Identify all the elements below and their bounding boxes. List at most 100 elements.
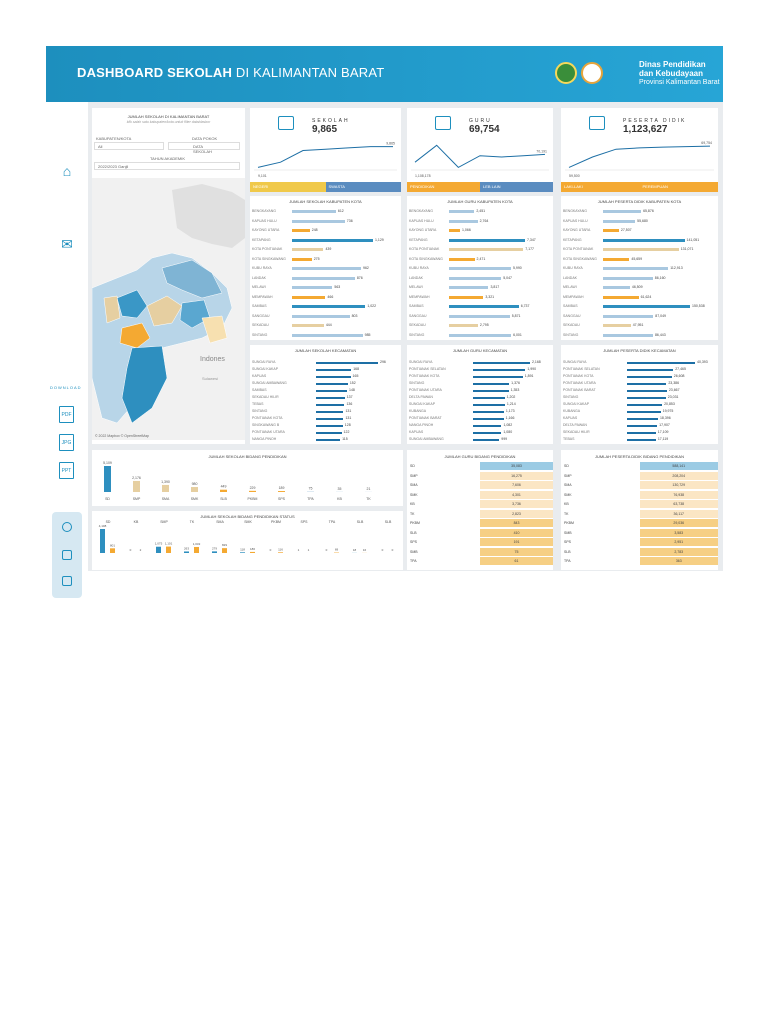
pdf-download-button[interactable]: PDF: [59, 406, 74, 423]
bar-row[interactable]: LANDAK 86,160: [561, 275, 718, 283]
bar-row[interactable]: SINTANG 6,001: [407, 332, 553, 340]
bar-row[interactable]: TEBAS 136: [250, 401, 401, 409]
bar-row[interactable]: PONTIANAK UTARA 1,353: [407, 387, 553, 395]
table-row[interactable]: SLB 410: [407, 528, 553, 537]
table-row[interactable]: SPS 191: [407, 538, 553, 546]
bar-row[interactable]: SINTANG 86,443: [561, 332, 718, 340]
bar-row[interactable]: SANGGAU 803: [250, 313, 401, 321]
table-row[interactable]: SMP 208,204: [561, 471, 718, 480]
table-row[interactable]: SMK 4,301: [407, 490, 553, 499]
bar-row[interactable]: KOTA SINGKAWANG 45,659: [561, 256, 718, 264]
ppt-download-button[interactable]: PPT: [59, 462, 74, 479]
table-row[interactable]: SMK 76,938: [561, 490, 718, 499]
bar-row[interactable]: SAMBAS 148: [250, 387, 401, 395]
mail-icon[interactable]: [62, 576, 72, 586]
bar-row[interactable]: PONTIANAK BARAT 23,667: [561, 387, 718, 395]
bar-row[interactable]: KAPUAS HULU 55,680: [561, 218, 718, 226]
bar-row[interactable]: MELAWI 46,509: [561, 284, 718, 292]
map-icon[interactable]: ✉: [61, 236, 73, 252]
bar-row[interactable]: SAMBAS 150,538: [561, 303, 718, 311]
bar-row[interactable]: SUNGAI AMBAWANG 999: [407, 436, 553, 444]
table-row[interactable]: SMA 130,729: [561, 481, 718, 489]
bar-row[interactable]: BENGKAYANG 2,451: [407, 208, 553, 216]
bar-row[interactable]: SEKADAU HILIR 17,109: [561, 429, 718, 437]
bar-row[interactable]: KOTA PONTIANAK 439: [250, 246, 401, 254]
table-row[interactable]: SMB 75: [407, 547, 553, 556]
table-row[interactable]: SMB 3,583: [561, 528, 718, 537]
bar-row[interactable]: PONTIANAK KOTA 1,891: [407, 373, 553, 381]
bar-row[interactable]: DELTA PAWAN 17,907: [561, 422, 718, 430]
bar-row[interactable]: MELAWI 563: [250, 284, 401, 292]
table-row[interactable]: PKBM 29,036: [561, 519, 718, 527]
bar-row[interactable]: PONTIANAK UTARA 23,386: [561, 380, 718, 388]
globe-icon[interactable]: [62, 522, 72, 532]
bar-row[interactable]: LANDAK 876: [250, 275, 401, 283]
bar-row[interactable]: SUNGAI RAYA 296: [250, 359, 401, 367]
home-icon[interactable]: ⌂: [62, 163, 72, 179]
pokok-select[interactable]: DATA SEKOLAH: [168, 142, 240, 154]
bar-row[interactable]: NANGA PINOH 1,082: [407, 422, 553, 430]
bar-row[interactable]: SINTANG 23,031: [561, 394, 718, 402]
instagram-icon[interactable]: [62, 550, 72, 560]
bar-row[interactable]: SINTANG 985: [250, 332, 401, 340]
bar-row[interactable]: SANGGAU 5,871: [407, 313, 553, 321]
bar-row[interactable]: SUNGAI AMBAWANG 152: [250, 380, 401, 388]
table-row[interactable]: PKBM 843: [407, 519, 553, 527]
bar-row[interactable]: KAPUAS 165: [250, 373, 401, 381]
table-row[interactable]: TK 36,117: [561, 509, 718, 518]
bar-row[interactable]: BENGKAYANG 65,876: [561, 208, 718, 216]
bar-row[interactable]: PONTIANAK BARAT 1,166: [407, 415, 553, 423]
bar-row[interactable]: SINGKAWANG B 128: [250, 422, 401, 430]
table-row[interactable]: SD 35,083: [407, 462, 553, 470]
bar-row[interactable]: KETAPANG 141,051: [561, 237, 718, 245]
table-row[interactable]: TPA 363: [561, 557, 718, 565]
bar-row[interactable]: KUBANGA 1,173: [407, 408, 553, 416]
bar-row[interactable]: KUBU RAYA 962: [250, 265, 401, 273]
bar-row[interactable]: KOTA PONTIANAK 7,177: [407, 246, 553, 254]
bar-row[interactable]: PONTIANAK SELATAN 27,465: [561, 366, 718, 374]
table-row[interactable]: TK 2,823: [407, 509, 553, 518]
bar-row[interactable]: SEKADAU HILIR 137: [250, 394, 401, 402]
bar-row[interactable]: MEMPAWAH 61,624: [561, 294, 718, 302]
bar-row[interactable]: KUBANGA 19,975: [561, 408, 718, 416]
table-row[interactable]: KB 63,738: [561, 500, 718, 508]
bar-row[interactable]: SAMBAS 1,022: [250, 303, 401, 311]
bar-row[interactable]: MELAWI 3,817: [407, 284, 553, 292]
tahun-select[interactable]: 2022/2023 Ganjil: [94, 162, 240, 170]
bar-row[interactable]: KOTA SINGKAWANG 275: [250, 256, 401, 264]
bar-row[interactable]: KOTA SINGKAWANG 2,471: [407, 256, 553, 264]
bar-row[interactable]: LANDAK 5,047: [407, 275, 553, 283]
table-row[interactable]: SMA 7,606: [407, 481, 553, 489]
bar-row[interactable]: SINTANG 131: [250, 408, 401, 416]
bar-row[interactable]: MEMPAWAH 466: [250, 294, 401, 302]
bar-row[interactable]: KETAPANG 7,347: [407, 237, 553, 245]
kalbar-map[interactable]: [92, 178, 245, 440]
bar-row[interactable]: SUNGAI RAYA 40,393: [561, 359, 718, 367]
table-row[interactable]: SD 588,141: [561, 462, 718, 470]
bar-row[interactable]: SEKADAU 444: [250, 322, 401, 330]
table-row[interactable]: SPS 2,951: [561, 538, 718, 546]
bar-row[interactable]: KAYONG UTARA 27,507: [561, 227, 718, 235]
bar-row[interactable]: SANGGAU 87,049: [561, 313, 718, 321]
bar-row[interactable]: KAYONG UTARA 248: [250, 227, 401, 235]
bar-row[interactable]: KUBU RAYA 5,990: [407, 265, 553, 273]
table-row[interactable]: SMP 16,275: [407, 471, 553, 480]
bar-row[interactable]: NANGA PINOH 115: [250, 436, 401, 444]
bar-row[interactable]: KUBU RAYA 112,913: [561, 265, 718, 273]
bar-row[interactable]: SUNGAI KAKAP 1,214: [407, 401, 553, 409]
bar-row[interactable]: KAYONG UTARA 1,066: [407, 227, 553, 235]
jpg-download-button[interactable]: JPG: [59, 434, 74, 451]
bar-row[interactable]: PONTIANAK UTARA 122: [250, 429, 401, 437]
bar-row[interactable]: KAPUAS 18,396: [561, 415, 718, 423]
bar-row[interactable]: KAPUAS HULU 736: [250, 218, 401, 226]
bar-row[interactable]: MEMPAWAH 3,321: [407, 294, 553, 302]
bar-row[interactable]: PONTIANAK KOTA 26,608: [561, 373, 718, 381]
bar-row[interactable]: SUNGAI RAYA 2,168: [407, 359, 553, 367]
bar-row[interactable]: PONTIANAK KOTA 131: [250, 415, 401, 423]
bar-row[interactable]: SEKADAU 2,795: [407, 322, 553, 330]
bar-row[interactable]: BENGKAYANG 612: [250, 208, 401, 216]
bar-row[interactable]: SEKADAU 47,951: [561, 322, 718, 330]
bar-row[interactable]: TEBAS 17,119: [561, 436, 718, 444]
bar-row[interactable]: KOTA PONTIANAK 131,071: [561, 246, 718, 254]
bar-row[interactable]: SUNGAI KAKAP 168: [250, 366, 401, 374]
